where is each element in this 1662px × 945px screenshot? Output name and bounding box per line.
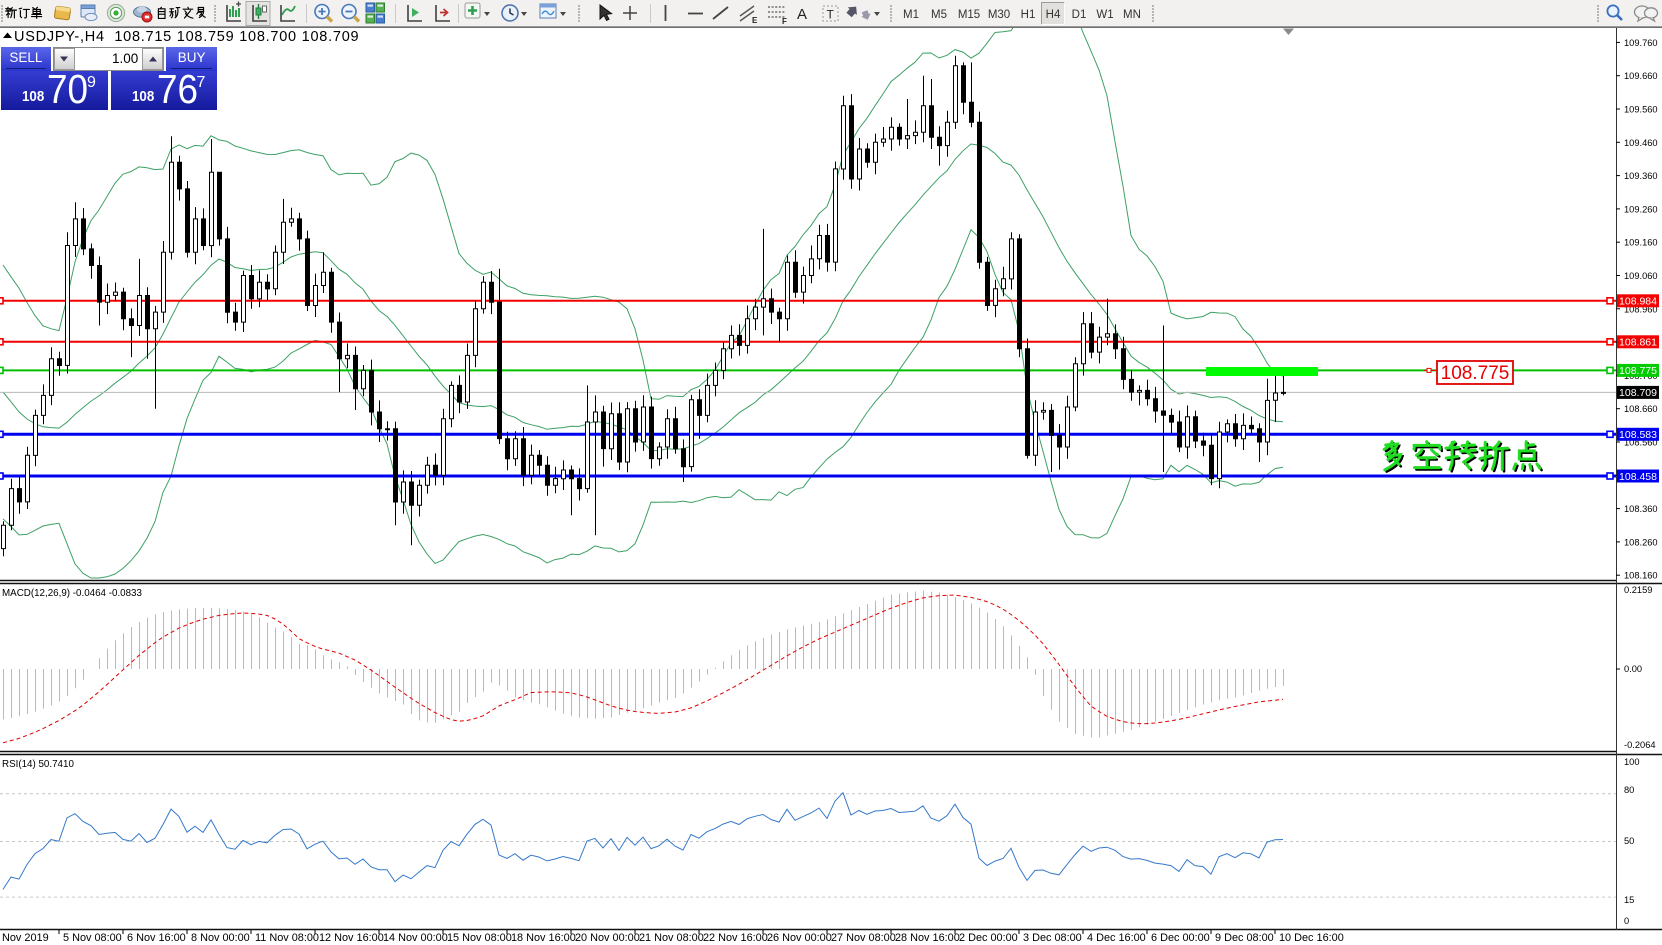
svg-text:F: F <box>782 17 787 26</box>
svg-text:H1: H1 <box>1021 9 1036 21</box>
svg-text:MN: MN <box>1123 9 1141 21</box>
svg-text:100: 100 <box>1624 757 1640 767</box>
svg-text:10 Dec 16:00: 10 Dec 16:00 <box>1279 932 1344 944</box>
svg-text:RSI(14) 50.7410: RSI(14) 50.7410 <box>2 759 74 770</box>
svg-text:108.709: 108.709 <box>1619 387 1657 399</box>
svg-text:50: 50 <box>1624 836 1634 846</box>
svg-text:6 Dec 00:00: 6 Dec 00:00 <box>1151 932 1210 944</box>
svg-text:M1: M1 <box>903 9 919 21</box>
svg-text:M15: M15 <box>958 9 980 21</box>
svg-text:108.984: 108.984 <box>1619 296 1657 308</box>
svg-text:109.060: 109.060 <box>1624 271 1658 281</box>
svg-text:14 Nov 00:00: 14 Nov 00:00 <box>383 932 448 944</box>
svg-text:109.560: 109.560 <box>1624 105 1658 115</box>
svg-text:E: E <box>752 16 758 25</box>
svg-text:108.960: 108.960 <box>1624 304 1658 314</box>
svg-text:109.760: 109.760 <box>1624 38 1658 48</box>
svg-text:109.260: 109.260 <box>1624 204 1658 214</box>
svg-text:108.775: 108.775 <box>1441 363 1510 384</box>
svg-text:80: 80 <box>1624 785 1634 795</box>
svg-text:0: 0 <box>1624 916 1629 926</box>
svg-text:11 Nov 08:00: 11 Nov 08:00 <box>255 932 319 944</box>
svg-text:W1: W1 <box>1096 9 1113 21</box>
svg-text:0.00: 0.00 <box>1624 664 1642 674</box>
svg-text:108.560: 108.560 <box>1624 438 1658 448</box>
svg-text:M30: M30 <box>988 9 1010 21</box>
svg-text:109.360: 109.360 <box>1624 171 1658 181</box>
svg-text:109.160: 109.160 <box>1624 238 1658 248</box>
svg-text:USDJPY-,H4 108.715 108.759 10: USDJPY-,H4 108.715 108.759 108.700 108.7… <box>14 29 359 45</box>
svg-text:6 Nov 16:00: 6 Nov 16:00 <box>127 932 186 944</box>
svg-text:28 Nov 16:00: 28 Nov 16:00 <box>895 932 960 944</box>
svg-text:108.458: 108.458 <box>1619 471 1657 483</box>
svg-text:26 Nov 00:00: 26 Nov 00:00 <box>767 932 832 944</box>
svg-text:108.160: 108.160 <box>1624 571 1658 581</box>
svg-text:15: 15 <box>1624 895 1634 905</box>
svg-text:A: A <box>797 6 807 23</box>
svg-text:15 Nov 08:00: 15 Nov 08:00 <box>447 932 512 944</box>
svg-text:108.660: 108.660 <box>1624 404 1658 414</box>
svg-text:27 Nov 08:00: 27 Nov 08:00 <box>831 932 896 944</box>
svg-text:22 Nov 16:00: 22 Nov 16:00 <box>703 932 768 944</box>
svg-text:108.260: 108.260 <box>1624 537 1658 547</box>
svg-text:-0.2064: -0.2064 <box>1624 740 1656 750</box>
svg-text:MACD(12,26,9) -0.0464 -0.0833: MACD(12,26,9) -0.0464 -0.0833 <box>2 588 143 599</box>
svg-text:12 Nov 16:00: 12 Nov 16:00 <box>319 932 384 944</box>
svg-text:D1: D1 <box>1072 9 1087 21</box>
svg-text:Nov 2019: Nov 2019 <box>2 932 49 944</box>
svg-text:5 Nov 08:00: 5 Nov 08:00 <box>63 932 122 944</box>
svg-text:18 Nov 16:00: 18 Nov 16:00 <box>511 932 576 944</box>
svg-text:9 Dec 08:00: 9 Dec 08:00 <box>1215 932 1274 944</box>
svg-text:M5: M5 <box>931 9 947 21</box>
svg-text:108.583: 108.583 <box>1619 429 1657 441</box>
svg-text:108.360: 108.360 <box>1624 504 1658 514</box>
svg-text:3 Dec 08:00: 3 Dec 08:00 <box>1023 932 1082 944</box>
svg-text:4 Dec 16:00: 4 Dec 16:00 <box>1087 932 1146 944</box>
svg-text:109.460: 109.460 <box>1624 138 1658 148</box>
svg-text:108.775: 108.775 <box>1619 365 1657 377</box>
svg-text:108.861: 108.861 <box>1619 337 1657 349</box>
svg-text:109.660: 109.660 <box>1624 71 1658 81</box>
svg-text:21 Nov 08:00: 21 Nov 08:00 <box>639 932 704 944</box>
svg-text:0.2159: 0.2159 <box>1624 585 1652 595</box>
svg-text:8 Nov 00:00: 8 Nov 00:00 <box>191 932 250 944</box>
svg-text:H4: H4 <box>1046 9 1061 21</box>
svg-text:20 Nov 00:00: 20 Nov 00:00 <box>575 932 640 944</box>
svg-text:T: T <box>827 8 835 22</box>
svg-text:2 Dec 00:00: 2 Dec 00:00 <box>959 932 1018 944</box>
